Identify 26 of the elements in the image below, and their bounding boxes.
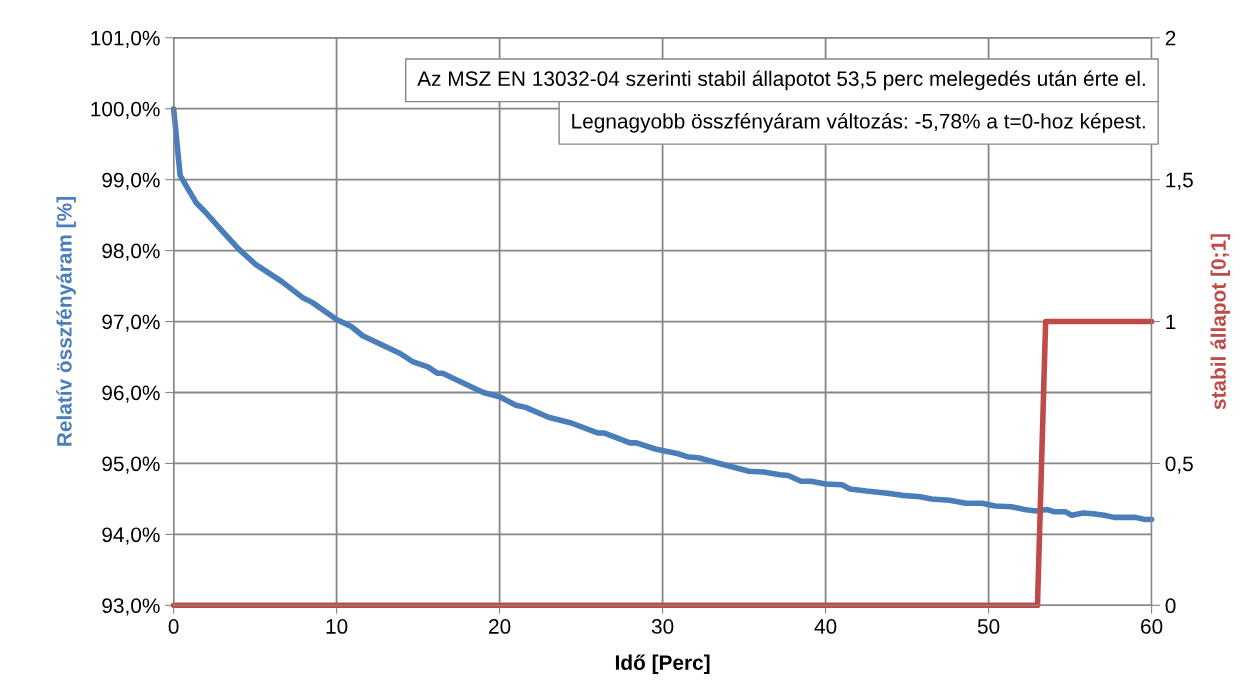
x-tick-label: 40 xyxy=(814,619,837,634)
y-tick-label: 100,0% xyxy=(91,101,160,119)
y-tick-label: 101,0% xyxy=(91,30,160,48)
y2-tick-label: 0,5 xyxy=(1165,456,1193,474)
x-tick-label: 30 xyxy=(651,619,674,634)
y-tick-label: 94,0% xyxy=(102,527,160,545)
x-tick-label: 50 xyxy=(977,619,1000,634)
y-axis-title: Relatív összfényáram [%] xyxy=(56,197,76,446)
y2-tick-label: 1 xyxy=(1166,314,1176,330)
y-tick-label: 96,0% xyxy=(102,385,160,403)
y-tick-label: 93,0% xyxy=(102,598,160,616)
annotation: Legnagyobb összfényáram változás: -5,78% a t=0-hoz képest. xyxy=(572,113,1145,133)
y-tick-label: 97,0% xyxy=(102,314,160,332)
y2-tick-label: 1,5 xyxy=(1166,172,1193,190)
y-tick-label: 99,0% xyxy=(102,172,160,190)
annotation: Az MSZ EN 13032-04 szerinti stabil állapotot 53,5 perc melegedés után érte el. xyxy=(417,70,1145,91)
x-tick-label: 20 xyxy=(489,619,511,634)
y-tick-label: 98,0% xyxy=(102,243,160,261)
x-axis-title: Idő [Perc] xyxy=(615,654,710,675)
y2-axis-title: stabil állapot [0;1] xyxy=(1210,234,1230,410)
x-tick-label: 0 xyxy=(168,619,179,634)
x-tick-label: 60 xyxy=(1141,619,1163,634)
x-tick-label: 10 xyxy=(326,619,348,634)
y-tick-label: 95,0% xyxy=(102,456,160,474)
y2-tick-label: 2 xyxy=(1165,30,1176,46)
y2-tick-label: 0 xyxy=(1165,598,1176,614)
